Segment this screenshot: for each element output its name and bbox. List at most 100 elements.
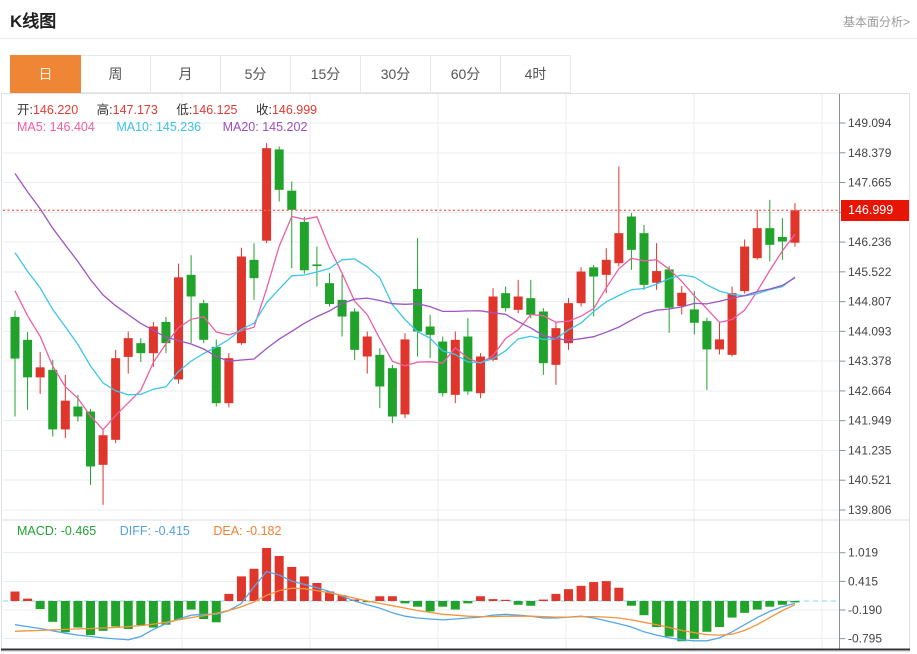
dea-value: DEA: -0.182	[213, 524, 282, 538]
price-tick-label: 146.236	[848, 235, 892, 249]
candle-body	[73, 406, 83, 417]
fundamental-analysis-link[interactable]: 基本面分析>	[842, 15, 910, 29]
price-tick-label: 149.094	[848, 116, 892, 130]
tab-period-3[interactable]: 5分	[221, 55, 291, 93]
macd-hist-bar	[161, 601, 171, 625]
price-tick-label: 145.522	[848, 265, 892, 279]
candle-body	[262, 148, 272, 241]
candle-body	[551, 328, 561, 365]
macd-hist-bar	[639, 601, 649, 616]
macd-value: MACD: -0.465	[17, 524, 97, 538]
ma-info-bar: MA5: 146.404 MA10: 145.236 MA20: 145.202	[17, 120, 307, 134]
high-value: 147.173	[112, 103, 158, 117]
candle-body	[425, 326, 435, 335]
macd-hist-bar	[463, 601, 473, 604]
candle-body	[387, 368, 397, 417]
macd-hist-bar	[186, 601, 196, 610]
open-label: 开:	[17, 103, 33, 117]
macd-hist-bar	[475, 596, 485, 601]
open-value: 146.220	[32, 103, 79, 117]
price-tick-label: 139.806	[848, 503, 892, 517]
ma20-value: MA20: 145.202	[222, 120, 308, 134]
macd-tick-label: -0.190	[848, 603, 882, 617]
macd-hist-bar	[513, 601, 523, 605]
macd-hist-bar	[48, 601, 58, 622]
macd-hist-bar	[148, 601, 158, 628]
macd-hist-bar	[73, 601, 83, 628]
macd-hist-bar	[174, 601, 184, 620]
macd-hist-bar	[564, 589, 574, 601]
macd-hist-bar	[387, 596, 397, 601]
macd-hist-bar	[400, 601, 410, 604]
diff-line	[14, 570, 796, 642]
candle-body	[601, 259, 611, 275]
candle-body	[589, 267, 599, 277]
macd-hist-bar	[211, 601, 221, 623]
macd-hist-bar	[589, 582, 599, 601]
tab-period-1[interactable]: 周	[81, 55, 151, 93]
candle-body	[337, 299, 347, 317]
candle-body	[400, 339, 410, 415]
candle-body	[564, 303, 574, 344]
macd-hist-bar	[325, 591, 334, 601]
macd-hist-bar	[576, 585, 586, 601]
macd-hist-bar	[375, 596, 385, 601]
kline-chart[interactable]: 149.094 148.379 147.665 146.236 145.522 144.8…	[0, 93, 917, 654]
macd-hist-bar	[702, 601, 712, 632]
macd-hist-bar	[123, 601, 133, 629]
candle-body	[538, 311, 548, 364]
candle-body	[450, 339, 460, 395]
candle-body	[765, 228, 775, 245]
candle-body	[790, 210, 800, 243]
macd-hist-bar	[752, 601, 762, 610]
candle-body	[702, 321, 712, 350]
candle-body	[148, 326, 158, 354]
candle-body	[325, 283, 334, 305]
tab-period-7[interactable]: 4时	[501, 55, 571, 93]
candle-body	[111, 358, 121, 440]
candle-body	[287, 190, 297, 210]
ma10-value: MA10: 145.236	[116, 120, 202, 134]
macd-hist-bar	[262, 547, 272, 601]
candle-body	[475, 356, 485, 394]
price-tick-label: 143.378	[848, 354, 892, 368]
candle-body	[501, 293, 511, 309]
candle-body	[777, 236, 787, 242]
macd-hist-bar	[450, 601, 460, 610]
tab-period-6[interactable]: 60分	[431, 55, 501, 93]
macd-hist-bar	[777, 601, 787, 605]
tab-period-2[interactable]: 月	[151, 55, 221, 93]
current-price-badge: 146.999	[841, 200, 909, 221]
macd-hist-bar	[287, 566, 297, 601]
ma10-line	[14, 252, 796, 396]
high-label: 高:	[96, 103, 113, 117]
candle-body	[526, 298, 536, 315]
macd-hist-bar	[601, 581, 611, 601]
tab-period-0[interactable]: 日	[10, 55, 81, 93]
macd-hist-bar	[10, 591, 20, 601]
ma5-line	[14, 215, 796, 431]
macd-hist-bar	[614, 587, 624, 601]
candle-body	[35, 367, 45, 378]
tab-period-4[interactable]: 15分	[291, 55, 361, 93]
tab-period-5[interactable]: 30分	[361, 55, 431, 93]
candle-body	[98, 435, 108, 465]
candle-body	[60, 400, 70, 430]
macd-hist-bar	[488, 599, 498, 601]
macd-tick-label: 1.019	[848, 546, 878, 560]
price-tick-label: 144.807	[848, 295, 892, 309]
macd-hist-bar	[236, 576, 246, 601]
candle-body	[299, 221, 309, 271]
macd-hist-bar	[111, 601, 121, 627]
price-tick-label: 142.664	[848, 384, 892, 398]
candle-body	[199, 303, 209, 340]
low-label: 低:	[176, 103, 193, 117]
candle-body	[752, 228, 762, 259]
macd-hist-bar	[790, 601, 800, 603]
candle-body	[274, 149, 284, 190]
candle-body	[652, 271, 662, 283]
candle-body	[727, 293, 737, 355]
candle-body	[639, 233, 649, 285]
candle-body	[375, 354, 385, 387]
macd-hist-bar	[501, 599, 511, 601]
